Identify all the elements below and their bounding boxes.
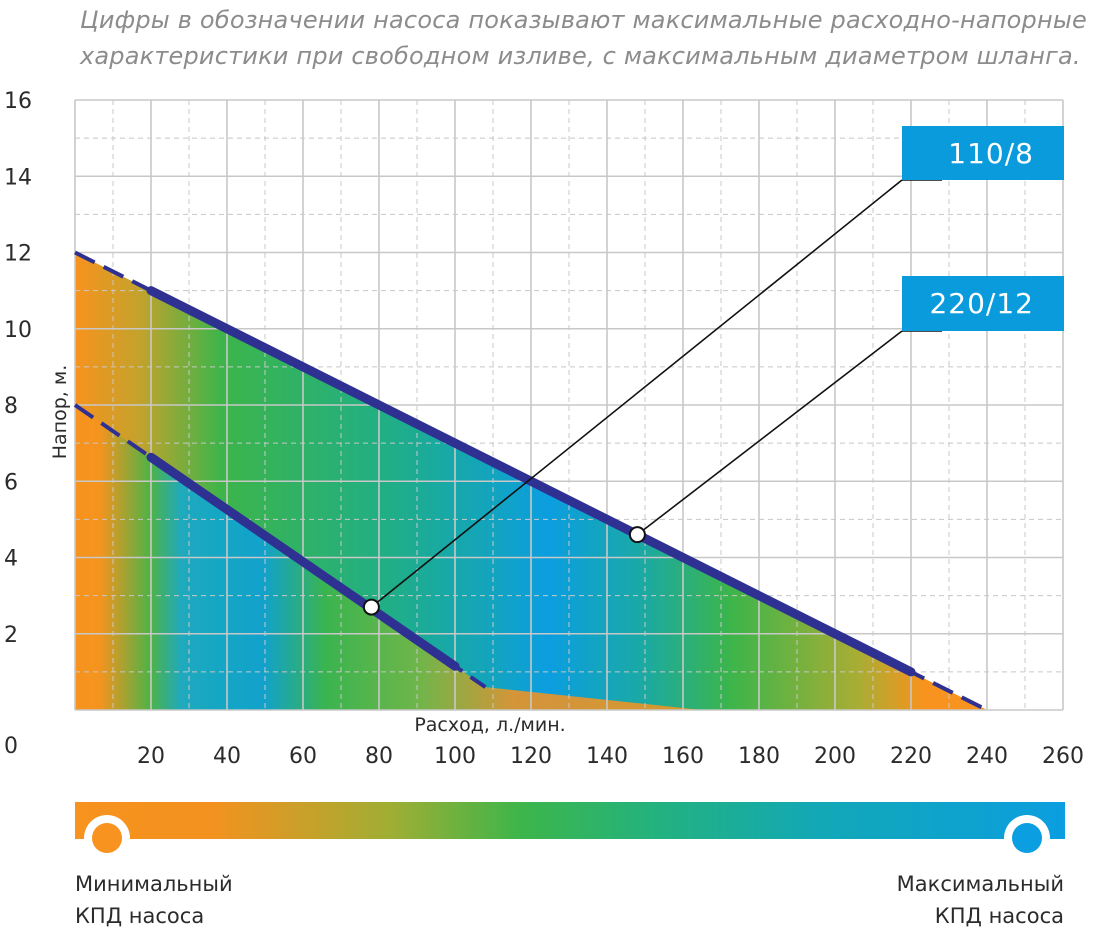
tag-pump-110-8: 110/8 (902, 126, 1064, 180)
tag-pump-220-12-label: 220/12 (929, 287, 1034, 320)
x-ticks: 20 40 60 80 100 120 140 160 180 200 220 240 260 (137, 744, 1084, 769)
max-efficiency-label-line1: Максимальный (896, 872, 1064, 896)
y-tick-label: 2 (4, 623, 18, 648)
min-efficiency-dot-fill (92, 823, 122, 853)
tag-pump-110-8-label: 110/8 (948, 136, 1034, 170)
leader-lines (370, 179, 942, 608)
leader-220/12 (636, 330, 903, 536)
max-efficiency-label-line2: КПД насоса (934, 904, 1064, 928)
x-axis-label: Расход, л./мин. (414, 714, 565, 736)
efficiency-gradient-bar (75, 802, 1065, 839)
min-efficiency-label-line2: КПД насоса (75, 904, 205, 928)
min-efficiency-label-line1: Минимальный (75, 872, 233, 896)
x-tick-label: 260 (1042, 744, 1084, 769)
chart-note: Цифры в обозначении насоса показывают ма… (80, 2, 1087, 74)
x-tick-label: 20 (137, 744, 165, 769)
x-tick-label: 40 (213, 744, 241, 769)
curve-solid-220/12 (146, 286, 916, 677)
y-tick-label: 12 (4, 242, 32, 267)
y-tick-label: 6 (4, 470, 18, 495)
tag-pump-220-12: 220/12 (902, 276, 1064, 331)
x-tick-label: 100 (434, 744, 476, 769)
y-tick-label: 10 (4, 318, 32, 343)
min-efficiency-dot (84, 815, 130, 861)
y-axis-label: Напор, м. (49, 365, 71, 460)
y-ticks: 16 14 12 10 8 6 4 2 0 (4, 89, 32, 759)
chart-note-line-2: характеристики при свободном изливе, с м… (80, 42, 1081, 70)
max-efficiency-dot-fill (1012, 823, 1042, 853)
curves (73, 250, 988, 712)
x-tick-label: 240 (966, 744, 1008, 769)
curve-dashed-110/8 (73, 403, 487, 689)
markers (362, 526, 646, 616)
leader-110/8 (370, 179, 903, 608)
x-tick-label: 140 (586, 744, 628, 769)
curve-solid-110/8 (146, 452, 460, 671)
x-tick-label: 180 (738, 744, 780, 769)
x-tick-label: 200 (814, 744, 856, 769)
y-tick-label: 16 (4, 89, 32, 114)
x-tick-label: 120 (510, 744, 552, 769)
chart-note-line-1: Цифры в обозначении насоса показывают ма… (80, 6, 1087, 34)
max-efficiency-dot (1004, 815, 1050, 861)
max-efficiency-label: Максимальный КПД насоса (897, 868, 1064, 932)
min-efficiency-label: Минимальный КПД насоса (75, 868, 233, 932)
y-tick-label: 4 (4, 547, 18, 572)
y-tick-label: 14 (4, 165, 32, 190)
y-tick-label: 8 (4, 394, 18, 419)
x-tick-label: 220 (890, 744, 932, 769)
grid (74, 99, 1064, 711)
marker-110/8 (362, 598, 380, 616)
x-tick-label: 160 (662, 744, 704, 769)
marker-220/12 (628, 526, 646, 544)
x-tick-label: 60 (289, 744, 317, 769)
y-tick-label: 0 (4, 734, 18, 759)
x-tick-label: 80 (365, 744, 393, 769)
